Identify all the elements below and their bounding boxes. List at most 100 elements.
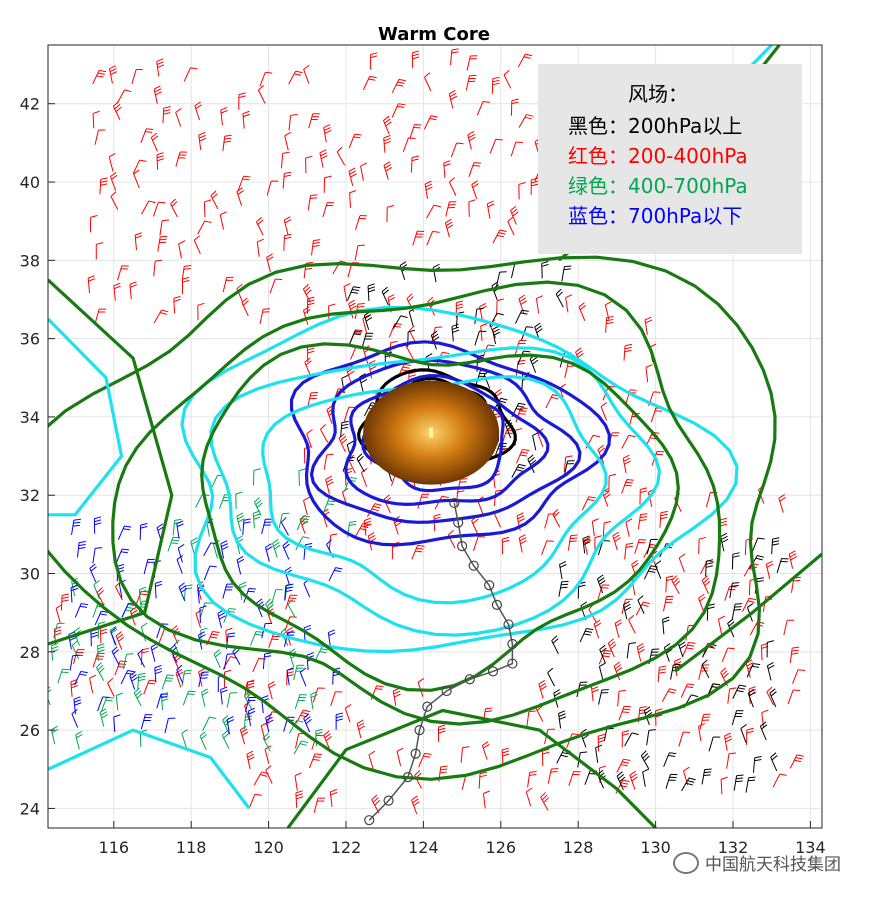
wind-barb-shaft — [360, 165, 364, 181]
wind-barb-flag — [430, 330, 438, 336]
wind-barb-shaft — [426, 231, 434, 246]
wind-barb-flag — [660, 516, 668, 520]
wind-barb — [708, 736, 721, 752]
wind-barb-flag — [266, 716, 273, 721]
wind-barb — [720, 532, 729, 552]
wind-barb-flag — [527, 454, 534, 460]
wind-barb-shaft — [354, 245, 359, 261]
wind-barb-flag — [425, 183, 433, 188]
wind-barb-shaft — [92, 548, 96, 564]
wind-barb-flag — [163, 109, 171, 112]
wind-barb — [203, 199, 212, 217]
wind-barb-shaft — [256, 241, 260, 257]
wind-barb-shaft — [332, 669, 334, 685]
wind-barb — [294, 772, 302, 791]
wind-barb-flag — [243, 518, 251, 521]
wind-barb-flag — [729, 687, 737, 690]
wind-barb-flag — [304, 624, 311, 629]
wind-barb-flag — [599, 580, 606, 585]
wind-barb — [347, 286, 361, 301]
wind-barb-flag — [367, 532, 375, 537]
wind-barb-flag — [600, 647, 607, 653]
wind-barb-shaft — [761, 712, 765, 728]
wind-barb — [222, 583, 234, 599]
wind-barb-flag — [720, 532, 728, 537]
contour-line — [209, 346, 662, 637]
storm-track-point — [484, 580, 495, 591]
wind-barb — [745, 776, 756, 793]
wind-barb-flag — [618, 689, 626, 692]
wind-barb — [761, 709, 769, 728]
wind-barb-flag — [552, 638, 559, 644]
wind-barb-flag — [90, 634, 98, 638]
wind-barb — [613, 661, 623, 681]
wind-barb-shaft — [751, 537, 759, 553]
wind-barb-shaft — [294, 775, 298, 791]
wind-barb-flag — [583, 536, 591, 541]
wind-barb-flag — [624, 460, 631, 465]
wind-barb-flag — [524, 116, 532, 120]
wind-barb — [678, 553, 686, 573]
wind-barb — [465, 74, 477, 91]
wind-barb — [176, 520, 184, 539]
wind-barb-flag — [760, 721, 767, 727]
wind-barb — [175, 107, 182, 127]
x-tick-label: 130 — [640, 838, 671, 857]
wind-barb — [607, 638, 617, 658]
wind-barb-flag — [299, 743, 307, 746]
wind-barb-flag — [294, 73, 302, 76]
wind-barb-flag — [73, 518, 81, 521]
wind-barb — [444, 218, 454, 238]
wind-barb-flag — [155, 91, 162, 96]
wind-barb — [645, 364, 653, 383]
wind-barb — [618, 705, 632, 721]
wind-barb — [348, 167, 357, 187]
wind-barb-flag — [530, 459, 537, 466]
wind-barb-flag — [190, 537, 198, 543]
wind-barb-flag — [239, 581, 247, 586]
wind-barb-shaft — [176, 669, 184, 684]
wind-barb-flag — [368, 750, 376, 756]
wind-barb-flag — [284, 233, 292, 237]
wind-barb — [55, 604, 63, 623]
wind-barb-flag — [536, 328, 543, 334]
wind-barb — [116, 89, 132, 104]
wind-barb-flag — [536, 295, 544, 299]
wind-barb — [701, 575, 711, 594]
wind-barb-flag — [171, 625, 178, 631]
wind-barb-flag — [175, 107, 182, 113]
wind-barb-flag — [273, 541, 280, 547]
wind-barb — [293, 664, 305, 681]
wind-barb-flag — [669, 688, 677, 691]
wind-barb — [288, 113, 298, 131]
wind-barb-flag — [623, 758, 631, 762]
wind-barb — [133, 169, 140, 189]
wind-barb-flag — [320, 424, 326, 430]
wind-barb-flag — [100, 177, 108, 180]
wind-barb — [474, 307, 484, 325]
wind-barb-flag — [398, 103, 406, 106]
wind-barb-flag — [523, 350, 531, 353]
wind-barb-flag — [579, 305, 586, 311]
wind-barb-flag — [98, 589, 105, 596]
wind-barb — [319, 149, 328, 168]
wind-barb — [731, 603, 743, 620]
wind-barb-flag — [210, 636, 218, 639]
wind-barb-flag — [357, 722, 365, 727]
wind-barb — [363, 517, 372, 536]
wind-barb — [423, 115, 438, 130]
wind-barb — [480, 323, 488, 342]
wind-barb-shaft — [328, 535, 332, 551]
wind-barb-shaft — [604, 304, 610, 320]
wind-barb-flag — [261, 695, 269, 699]
wind-barb — [396, 747, 404, 767]
wind-barb — [665, 575, 674, 593]
wind-barb-flag — [624, 484, 632, 487]
wind-barb-flag — [93, 580, 100, 586]
wind-barb-flag — [356, 453, 363, 460]
wind-barb-flag — [515, 427, 523, 431]
wind-barb-flag — [388, 297, 396, 302]
wind-barb-flag — [374, 503, 382, 506]
wind-barb-flag — [303, 64, 310, 70]
wind-barb-flag — [79, 605, 87, 608]
